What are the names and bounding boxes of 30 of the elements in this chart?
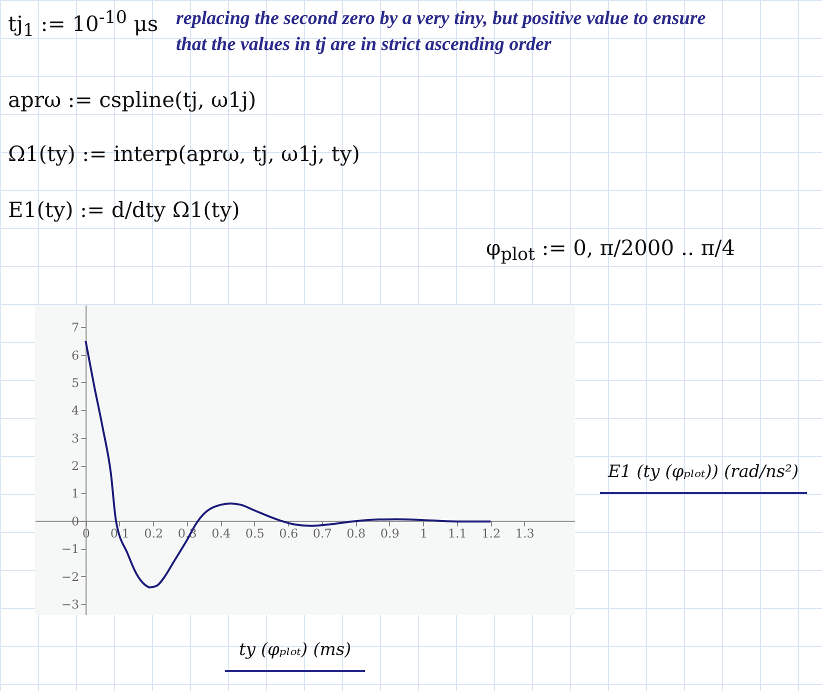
y-tick-label: 3 xyxy=(71,431,80,446)
y-tick-label: 4 xyxy=(71,404,80,418)
x-tick-label: 0.6 xyxy=(279,526,298,540)
x-tick-label: 1.2 xyxy=(482,526,501,540)
text: replacing the second zero by a very tiny, but positive value to ensure xyxy=(176,8,706,30)
text: that the values in tj are in strict ascending order xyxy=(176,34,552,56)
x-tick-label: 0.8 xyxy=(346,526,366,540)
y-tick-label: 5 xyxy=(71,376,80,390)
x-tick-label: 0.9 xyxy=(380,526,400,540)
y-tick-label: −2 xyxy=(61,570,80,584)
x-tick-label: 0.4 xyxy=(212,526,232,540)
y-tick-label: 7 xyxy=(71,320,80,335)
x-tick-label: 1.3 xyxy=(515,526,534,540)
x-tick-label: 1.1 xyxy=(448,526,467,540)
y-tick-label: 1 xyxy=(71,486,80,501)
x-tick-label: 0.2 xyxy=(144,526,164,540)
text: Ω1(ty) := interp(aprω, tj, ω1j, ty) xyxy=(8,142,360,166)
y-axis-title: E1 (ty (φₚₗₒₜ)) (rad/ns²) xyxy=(600,462,807,494)
x-tick-label: 0.5 xyxy=(245,526,264,540)
y-tick-label: −3 xyxy=(61,597,80,612)
text: tj$_{1}$ := 10$^{-10}$ μs xyxy=(8,8,158,42)
text: E1(ty) := d/dty Ω1(ty) xyxy=(8,198,240,222)
y-tick-label: 6 xyxy=(71,348,80,362)
x-tick-label: 1 xyxy=(420,526,428,540)
x-axis-title: ty (φₚₗₒₜ) (ms) xyxy=(225,640,366,672)
y-tick-label: −1 xyxy=(61,542,80,556)
y-tick-label: 2 xyxy=(71,459,80,474)
text: aprω := cspline(tj, ω1j) xyxy=(8,88,256,112)
text: φ$_{plot}$ := 0, π/2000 .. π/4 xyxy=(486,236,736,266)
x-tick-label: 0.7 xyxy=(312,526,332,540)
